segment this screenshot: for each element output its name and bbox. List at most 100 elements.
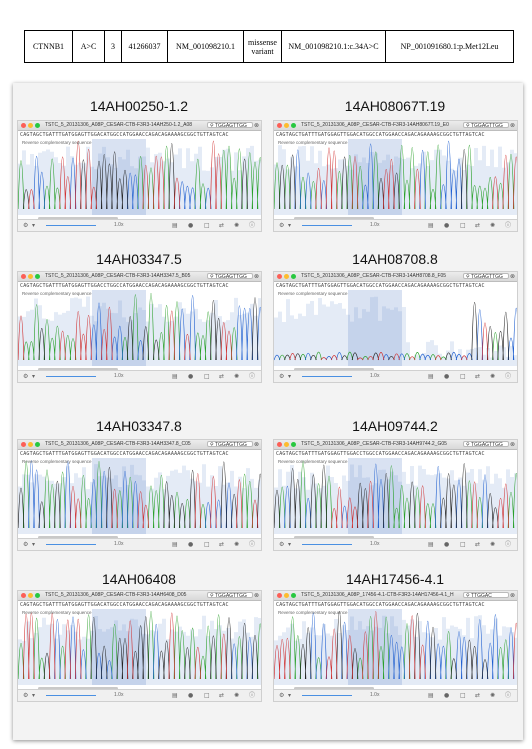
info-icon[interactable]: ⓘ: [249, 541, 256, 548]
document-icon[interactable]: □: [204, 222, 210, 229]
horizontal-scrollbar[interactable]: [294, 217, 374, 220]
minimize-window-button[interactable]: [284, 593, 289, 598]
horizontal-scrollbar[interactable]: [294, 368, 374, 371]
document-icon[interactable]: □: [460, 692, 466, 699]
document-icon[interactable]: □: [460, 222, 466, 229]
close-window-button[interactable]: [21, 123, 26, 128]
zoom-slider[interactable]: [46, 225, 96, 226]
close-icon[interactable]: ⊗: [509, 592, 515, 599]
zoom-window-button[interactable]: [291, 274, 296, 279]
clipboard-icon[interactable]: ▤: [172, 692, 178, 699]
microphone-icon[interactable]: ●: [188, 541, 194, 548]
search-input[interactable]: ⚲ TTGGAC: [463, 592, 509, 598]
document-icon[interactable]: □: [204, 541, 210, 548]
settings-icon[interactable]: ✺: [490, 692, 496, 699]
swap-icon[interactable]: ⇄: [475, 222, 481, 229]
minimize-window-button[interactable]: [284, 442, 289, 447]
microphone-icon[interactable]: ●: [444, 541, 450, 548]
zoom-slider[interactable]: [46, 695, 96, 696]
swap-icon[interactable]: ⇄: [219, 692, 225, 699]
gear-icon[interactable]: ⚙: [23, 692, 29, 699]
close-window-button[interactable]: [277, 442, 282, 447]
close-window-button[interactable]: [277, 123, 282, 128]
zoom-window-button[interactable]: [35, 593, 40, 598]
info-icon[interactable]: ⓘ: [505, 222, 512, 229]
close-icon[interactable]: ⊗: [253, 441, 259, 448]
clipboard-icon[interactable]: ▤: [428, 373, 434, 380]
horizontal-scrollbar[interactable]: [38, 217, 118, 220]
search-input[interactable]: ⚲ TGGAGTTGG: [207, 122, 253, 128]
swap-icon[interactable]: ⇄: [475, 692, 481, 699]
microphone-icon[interactable]: ●: [444, 692, 450, 699]
search-input[interactable]: ⚲ TGGAGTTGG: [207, 273, 253, 279]
microphone-icon[interactable]: ●: [444, 373, 450, 380]
zoom-window-button[interactable]: [35, 123, 40, 128]
settings-icon[interactable]: ✺: [490, 222, 496, 229]
minimize-window-button[interactable]: [28, 442, 33, 447]
minimize-window-button[interactable]: [284, 274, 289, 279]
microphone-icon[interactable]: ●: [444, 222, 450, 229]
horizontal-scrollbar[interactable]: [38, 368, 118, 371]
microphone-icon[interactable]: ●: [188, 692, 194, 699]
info-icon[interactable]: ⓘ: [505, 541, 512, 548]
zoom-slider[interactable]: [302, 376, 352, 377]
gear-icon[interactable]: ⚙: [279, 541, 285, 548]
zoom-slider[interactable]: [302, 695, 352, 696]
zoom-window-button[interactable]: [291, 593, 296, 598]
chevron-down-icon[interactable]: ▾: [288, 373, 292, 380]
close-icon[interactable]: ⊗: [253, 273, 259, 280]
chevron-down-icon[interactable]: ▾: [32, 222, 36, 229]
search-input[interactable]: ⚲ TGGAGTTGG: [207, 592, 253, 598]
clipboard-icon[interactable]: ▤: [428, 692, 434, 699]
settings-icon[interactable]: ✺: [234, 692, 240, 699]
microphone-icon[interactable]: ●: [188, 222, 194, 229]
clipboard-icon[interactable]: ▤: [172, 541, 178, 548]
clipboard-icon[interactable]: ▤: [428, 222, 434, 229]
search-input[interactable]: ⚲ TGGAGTTGG: [463, 122, 509, 128]
minimize-window-button[interactable]: [28, 274, 33, 279]
chevron-down-icon[interactable]: ▾: [288, 222, 292, 229]
zoom-slider[interactable]: [46, 544, 96, 545]
info-icon[interactable]: ⓘ: [505, 373, 512, 380]
close-icon[interactable]: ⊗: [253, 592, 259, 599]
gear-icon[interactable]: ⚙: [23, 222, 29, 229]
microphone-icon[interactable]: ●: [188, 373, 194, 380]
close-window-button[interactable]: [277, 593, 282, 598]
zoom-slider[interactable]: [302, 225, 352, 226]
close-icon[interactable]: ⊗: [509, 273, 515, 280]
chevron-down-icon[interactable]: ▾: [288, 541, 292, 548]
close-icon[interactable]: ⊗: [509, 441, 515, 448]
clipboard-icon[interactable]: ▤: [428, 541, 434, 548]
search-input[interactable]: ⚲ TGGAGTTGG: [207, 441, 253, 447]
swap-icon[interactable]: ⇄: [219, 541, 225, 548]
swap-icon[interactable]: ⇄: [219, 373, 225, 380]
chevron-down-icon[interactable]: ▾: [288, 692, 292, 699]
gear-icon[interactable]: ⚙: [279, 692, 285, 699]
chevron-down-icon[interactable]: ▾: [32, 692, 36, 699]
gear-icon[interactable]: ⚙: [279, 373, 285, 380]
zoom-window-button[interactable]: [35, 274, 40, 279]
close-window-button[interactable]: [21, 274, 26, 279]
search-input[interactable]: ⚲ TGGAGTTGG: [463, 273, 509, 279]
zoom-window-button[interactable]: [35, 442, 40, 447]
info-icon[interactable]: ⓘ: [249, 222, 256, 229]
clipboard-icon[interactable]: ▤: [172, 373, 178, 380]
close-window-button[interactable]: [21, 593, 26, 598]
info-icon[interactable]: ⓘ: [249, 373, 256, 380]
info-icon[interactable]: ⓘ: [505, 692, 512, 699]
swap-icon[interactable]: ⇄: [219, 222, 225, 229]
chevron-down-icon[interactable]: ▾: [32, 373, 36, 380]
horizontal-scrollbar[interactable]: [294, 687, 374, 690]
horizontal-scrollbar[interactable]: [38, 687, 118, 690]
chevron-down-icon[interactable]: ▾: [32, 541, 36, 548]
settings-icon[interactable]: ✺: [234, 541, 240, 548]
info-icon[interactable]: ⓘ: [249, 692, 256, 699]
zoom-slider[interactable]: [302, 544, 352, 545]
horizontal-scrollbar[interactable]: [294, 536, 374, 539]
gear-icon[interactable]: ⚙: [23, 541, 29, 548]
settings-icon[interactable]: ✺: [490, 541, 496, 548]
settings-icon[interactable]: ✺: [234, 222, 240, 229]
close-window-button[interactable]: [277, 274, 282, 279]
minimize-window-button[interactable]: [28, 593, 33, 598]
clipboard-icon[interactable]: ▤: [172, 222, 178, 229]
